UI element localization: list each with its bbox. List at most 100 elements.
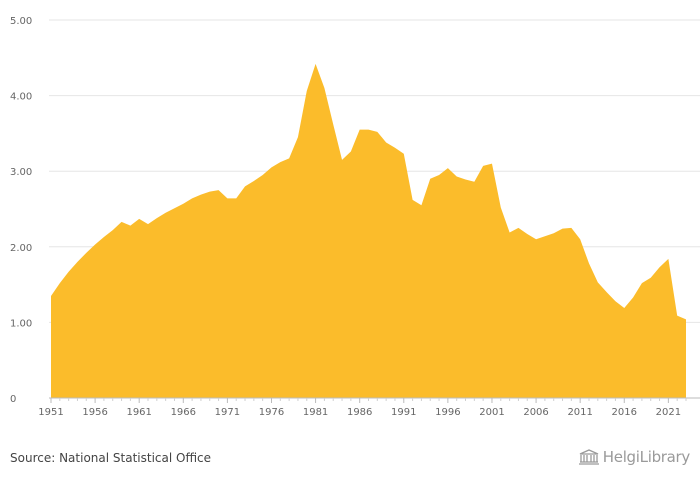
data-point-1985[interactable] (348, 149, 353, 154)
data-point-1986[interactable] (357, 127, 362, 132)
data-point-1964[interactable] (163, 210, 168, 215)
data-point-1990[interactable] (392, 145, 397, 150)
data-point-1971[interactable] (225, 196, 230, 201)
data-point-2012[interactable] (586, 261, 591, 266)
data-point-1969[interactable] (207, 189, 212, 194)
data-point-1955[interactable] (84, 250, 89, 255)
series-layer (49, 61, 689, 398)
data-point-1953[interactable] (66, 269, 71, 274)
data-point-2018[interactable] (639, 281, 644, 286)
data-point-2003[interactable] (507, 230, 512, 235)
data-point-1972[interactable] (234, 196, 239, 201)
data-point-1998[interactable] (463, 177, 468, 182)
data-point-2010[interactable] (569, 225, 574, 230)
x-tick-label: 2021 (656, 407, 681, 418)
x-tick-label: 1986 (347, 407, 372, 418)
data-point-2022[interactable] (675, 313, 680, 318)
data-point-1994[interactable] (428, 176, 433, 181)
data-point-2009[interactable] (560, 226, 565, 231)
data-point-1988[interactable] (375, 129, 380, 134)
data-point-1997[interactable] (454, 174, 459, 179)
x-tick-label: 1956 (82, 407, 107, 418)
data-point-2023[interactable] (684, 317, 689, 322)
data-point-1973[interactable] (243, 184, 248, 189)
library-building-icon (578, 449, 599, 465)
data-point-2019[interactable] (648, 275, 653, 280)
helgi-library-logo[interactable]: HelgiLibrary (578, 448, 690, 466)
data-point-1993[interactable] (419, 203, 424, 208)
data-point-1970[interactable] (216, 188, 221, 193)
data-point-1980[interactable] (304, 89, 309, 94)
data-point-1981[interactable] (313, 61, 318, 66)
data-point-1982[interactable] (322, 86, 327, 91)
data-point-1963[interactable] (154, 216, 159, 221)
data-point-2011[interactable] (578, 237, 583, 242)
data-point-2004[interactable] (516, 225, 521, 230)
data-point-2005[interactable] (525, 231, 530, 236)
data-point-1951[interactable] (49, 293, 54, 298)
area-chart: 0 1.00 2.00 3.00 4.00 5.00 1951 1956 1961 1966 197… (10, 16, 700, 418)
data-point-1991[interactable] (401, 151, 406, 156)
data-point-1976[interactable] (269, 165, 274, 170)
data-point-1958[interactable] (110, 228, 115, 233)
data-point-1966[interactable] (181, 201, 186, 206)
data-point-2021[interactable] (666, 256, 671, 261)
logo-text: HelgiLibrary (602, 448, 691, 466)
data-point-1968[interactable] (198, 192, 203, 197)
data-point-1967[interactable] (190, 196, 195, 201)
data-point-1977[interactable] (278, 160, 283, 165)
y-tick-label: 0 (10, 394, 16, 405)
data-point-1959[interactable] (119, 219, 124, 224)
data-point-2015[interactable] (613, 299, 618, 304)
data-point-2014[interactable] (604, 290, 609, 295)
data-point-2017[interactable] (631, 295, 636, 300)
data-point-1996[interactable] (445, 166, 450, 171)
data-point-1960[interactable] (128, 223, 133, 228)
x-tick-label: 1971 (215, 407, 240, 418)
x-tick-label: 1981 (303, 407, 328, 418)
data-point-2006[interactable] (534, 237, 539, 242)
data-point-1983[interactable] (331, 122, 336, 127)
data-point-2007[interactable] (542, 234, 547, 239)
y-tick-label: 3.00 (10, 167, 32, 178)
y-tick-label: 4.00 (10, 92, 32, 103)
data-point-1978[interactable] (287, 156, 292, 161)
data-point-1995[interactable] (437, 172, 442, 177)
data-point-1989[interactable] (384, 140, 389, 145)
data-point-1974[interactable] (251, 179, 256, 184)
y-tick-label: 2.00 (10, 243, 32, 254)
data-point-1957[interactable] (101, 234, 106, 239)
data-point-1952[interactable] (57, 281, 62, 286)
data-point-2000[interactable] (481, 163, 486, 168)
x-tick-label: 2001 (479, 407, 504, 418)
data-point-1954[interactable] (75, 259, 80, 264)
y-tick-label: 1.00 (10, 318, 32, 329)
data-point-1962[interactable] (146, 222, 151, 227)
x-tick-label: 1951 (38, 407, 63, 418)
x-tick-label: 2006 (523, 407, 548, 418)
data-point-2020[interactable] (657, 265, 662, 270)
chart-footer: Source: National Statistical Office Helg… (0, 440, 700, 483)
data-point-1975[interactable] (260, 172, 265, 177)
source-note: Source: National Statistical Office (10, 451, 212, 465)
y-tick-label: 5.00 (10, 16, 32, 27)
x-tick-label: 1976 (259, 407, 284, 418)
chart-area: 0 1.00 2.00 3.00 4.00 5.00 1951 1956 1961 1966 197… (10, 16, 700, 418)
data-point-1956[interactable] (93, 242, 98, 247)
data-point-2008[interactable] (551, 231, 556, 236)
data-point-1987[interactable] (366, 127, 371, 132)
data-point-1999[interactable] (472, 179, 477, 184)
x-tick-label: 1966 (171, 407, 196, 418)
data-point-1984[interactable] (340, 157, 345, 162)
series-area-0[interactable] (51, 63, 686, 398)
data-point-2002[interactable] (498, 205, 503, 210)
data-point-1965[interactable] (172, 206, 177, 211)
data-point-2013[interactable] (595, 280, 600, 285)
x-tick-label: 1996 (435, 407, 460, 418)
data-point-1979[interactable] (295, 135, 300, 140)
axes: 0 1.00 2.00 3.00 4.00 5.00 1951 1956 1961 1966 197… (10, 16, 700, 418)
data-point-1961[interactable] (137, 216, 142, 221)
data-point-2016[interactable] (622, 306, 627, 311)
data-point-2001[interactable] (489, 161, 494, 166)
data-point-1992[interactable] (410, 197, 415, 202)
